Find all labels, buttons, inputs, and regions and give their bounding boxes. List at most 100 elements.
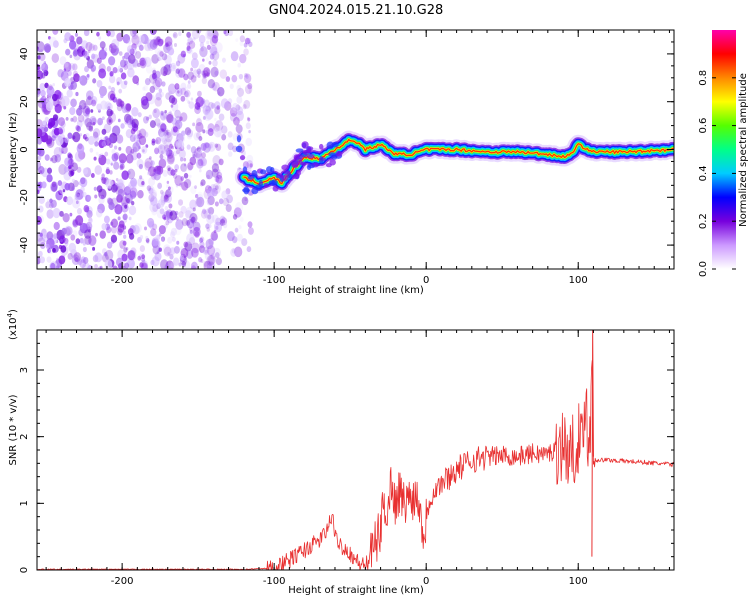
noise-blob [37, 70, 44, 80]
noise-blob [52, 82, 56, 87]
noise-blob [138, 44, 144, 51]
noise-blob [63, 68, 67, 72]
noise-blob [149, 73, 157, 84]
noise-blob [118, 146, 122, 151]
noise-blob [51, 53, 60, 63]
noise-blob [88, 125, 94, 132]
noise-blob [181, 181, 189, 191]
noise-blob [180, 246, 184, 251]
noise-blob [187, 71, 194, 80]
noise-blob [52, 40, 59, 48]
noise-blob [99, 41, 106, 49]
noise-blob [165, 148, 173, 157]
noise-blob [227, 98, 233, 104]
noise-blob [64, 32, 72, 42]
noise-blob [155, 137, 162, 145]
noise-blob [124, 119, 129, 125]
noise-blob [229, 112, 237, 122]
noise-blob [123, 247, 128, 253]
noise-blob [162, 170, 168, 177]
noise-blob [82, 191, 87, 198]
noise-blob [170, 261, 176, 268]
noise-blob [222, 197, 230, 207]
noise-blob [207, 214, 212, 220]
noise-blob [41, 62, 49, 73]
noise-blob [244, 37, 251, 45]
noise-blob [217, 86, 225, 97]
noise-blob [221, 57, 226, 63]
noise-blob [246, 116, 250, 121]
noise-blob [51, 183, 58, 192]
spectrogram-ytick-label: -40 [19, 237, 30, 253]
noise-blob [230, 51, 239, 62]
noise-blob [66, 196, 74, 206]
noise-blob [243, 48, 249, 56]
noise-blob [162, 70, 167, 77]
noise-blob [94, 141, 99, 147]
noise-blob [169, 211, 173, 216]
noise-blob [224, 101, 232, 111]
noise-blob [97, 117, 104, 126]
noise-blob [118, 88, 123, 94]
ridge-scatter [318, 143, 324, 150]
noise-blob [58, 164, 67, 175]
noise-blob [211, 232, 218, 241]
noise-blob [79, 133, 83, 137]
noise-blob [158, 247, 163, 252]
noise-blob [175, 68, 180, 74]
noise-blob [175, 119, 183, 130]
noise-blob [244, 197, 248, 202]
noise-blob [221, 190, 229, 200]
noise-blob [45, 135, 53, 145]
noise-blob [152, 69, 157, 75]
noise-blob [160, 110, 164, 116]
noise-blob [163, 148, 169, 157]
noise-blob [174, 164, 180, 171]
noise-blob [167, 252, 171, 256]
noise-blob [178, 199, 184, 206]
ridge-scatter [291, 161, 299, 169]
noise-blob [191, 261, 198, 269]
snr-ylabel: SNR (10 * v/v) [8, 394, 19, 465]
noise-blob [52, 207, 61, 219]
noise-blob [128, 232, 135, 240]
noise-blob [168, 186, 171, 191]
noise-blob [186, 31, 191, 38]
noise-blob [207, 30, 214, 37]
noise-blob [40, 89, 46, 97]
noise-blob [76, 125, 81, 132]
noise-blob [76, 143, 85, 154]
noise-blob [201, 152, 206, 159]
noise-blob [72, 230, 78, 237]
spectrogram-xtick-label: -200 [111, 275, 134, 286]
snr-panel: -200 -100 0 100 0 1 2 3 Height of straight line… [6, 309, 675, 596]
noise-blob [111, 38, 120, 49]
colorbar-tick-label: 0.0 [698, 261, 709, 277]
noise-blob [212, 59, 218, 67]
noise-blob [144, 226, 147, 231]
noise-blob [124, 262, 130, 269]
spectrogram-ylabel: Frequency (Hz) [8, 112, 19, 188]
noise-blob [195, 151, 203, 161]
noise-blob [52, 247, 56, 253]
noise-blob [101, 177, 107, 184]
noise-blob [113, 145, 118, 150]
noise-blob [170, 104, 174, 108]
noise-blob [58, 128, 64, 135]
noise-blob [192, 221, 201, 232]
noise-blob [161, 237, 164, 242]
noise-blob [180, 163, 187, 172]
noise-blob [169, 62, 177, 72]
noise-blob [75, 238, 81, 245]
noise-blob [208, 254, 216, 265]
noise-blob [154, 139, 159, 144]
noise-blob [160, 66, 168, 77]
noise-blob [220, 217, 228, 226]
noise-blob [133, 223, 142, 234]
noise-blob [171, 145, 175, 150]
noise-blob [144, 157, 153, 169]
noise-blob [156, 165, 164, 175]
noise-blob [92, 246, 96, 251]
noise-blob [186, 219, 195, 229]
noise-blob [137, 177, 145, 187]
